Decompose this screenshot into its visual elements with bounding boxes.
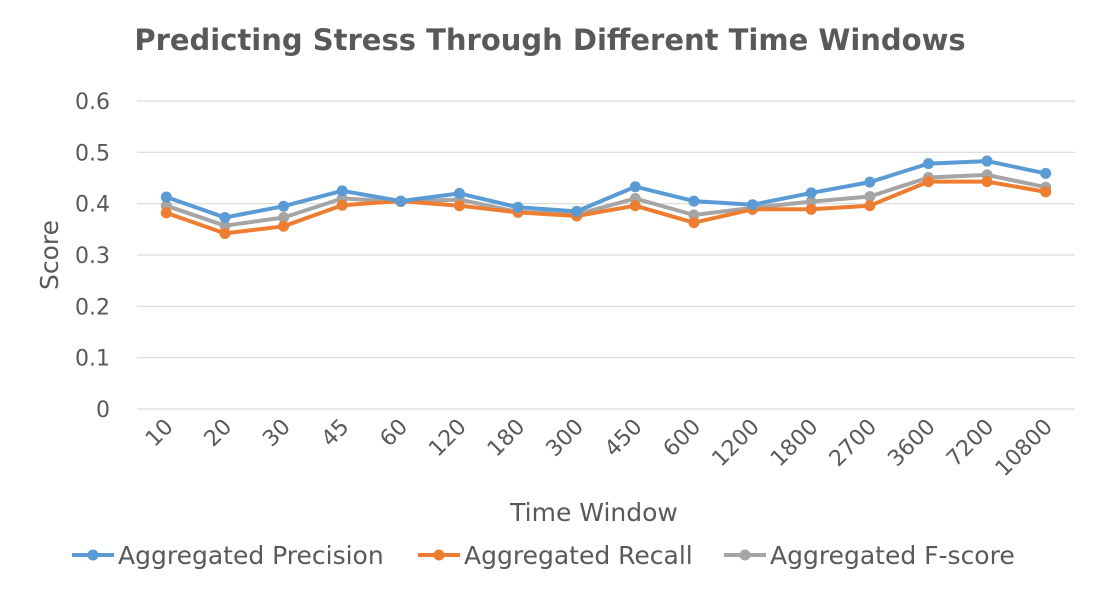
data-point: [219, 227, 231, 239]
data-point: [453, 187, 465, 199]
x-tick-label: 2700: [825, 415, 882, 472]
y-tick-label: 0.1: [75, 347, 110, 372]
data-point: [278, 200, 290, 212]
legend-item: Aggregated Precision: [72, 541, 384, 570]
legend-marker: [433, 549, 445, 561]
legend-item: Aggregated Recall: [418, 541, 693, 570]
legend-marker: [739, 549, 751, 561]
y-tick-label: 0: [96, 398, 110, 423]
y-tick-label: 0.6: [75, 90, 110, 115]
legend-label: Aggregated Precision: [118, 541, 384, 570]
chart-title: Predicting Stress Through Different Time…: [134, 23, 965, 57]
data-point: [1040, 167, 1052, 179]
legend: Aggregated Precision Aggregated Recall Agg…: [72, 541, 1015, 570]
data-point: [395, 195, 407, 207]
x-tick-label: 3600: [883, 415, 940, 472]
data-point: [219, 212, 231, 224]
data-point: [571, 205, 583, 217]
data-point: [629, 181, 641, 193]
x-axis-title: Time Window: [509, 498, 678, 527]
data-point: [688, 209, 700, 221]
x-tick-label: 10: [141, 415, 178, 452]
data-point: [747, 199, 759, 211]
y-tick-label: 0.4: [75, 193, 110, 218]
series-line: [164, 172, 1048, 228]
y-tick-label: 0.2: [75, 295, 110, 320]
x-axis-ticks: 10 20 30 45 60 120 180 300 450 600 1200 1800 2700 360…: [141, 415, 1058, 482]
x-tick-label: 300: [542, 415, 589, 462]
x-tick-label: 45: [317, 415, 354, 452]
series-lines: [160, 155, 1052, 239]
series-line: [164, 159, 1048, 220]
x-tick-label: 600: [659, 415, 706, 462]
data-point: [864, 190, 876, 202]
data-point: [981, 155, 993, 167]
data-point: [688, 217, 700, 229]
legend-label: Aggregated F-score: [770, 541, 1015, 570]
data-point: [864, 200, 876, 212]
data-point: [922, 158, 934, 170]
x-tick-label: 10800: [991, 415, 1058, 482]
data-point: [160, 191, 172, 203]
data-point: [805, 196, 817, 208]
y-tick-label: 0.5: [75, 141, 110, 166]
x-tick-label: 180: [483, 415, 530, 462]
data-point: [981, 176, 993, 188]
data-point: [336, 185, 348, 197]
data-point: [336, 199, 348, 211]
gridlines: [137, 100, 1075, 410]
data-point: [629, 200, 641, 212]
x-tick-label: 1200: [708, 415, 765, 472]
data-point: [805, 203, 817, 215]
data-point: [805, 187, 817, 199]
data-point: [278, 220, 290, 232]
y-tick-label: 0.3: [75, 244, 110, 269]
data-point: [453, 200, 465, 212]
data-point: [278, 212, 290, 224]
series-0: [160, 155, 1052, 224]
data-point: [160, 207, 172, 219]
legend-item: Aggregated F-score: [724, 541, 1015, 570]
y-axis-title: Score: [35, 220, 64, 290]
data-point: [922, 176, 934, 188]
x-tick-label: 20: [200, 415, 237, 452]
y-axis-ticks: 0 0.1 0.2 0.3 0.4 0.5 0.6: [75, 90, 110, 423]
data-point: [1040, 186, 1052, 198]
x-tick-label: 1800: [766, 415, 823, 472]
legend-marker: [87, 549, 99, 561]
x-tick-label: 30: [258, 415, 295, 452]
series-line: [164, 179, 1048, 236]
legend-label: Aggregated Recall: [464, 541, 693, 570]
data-point: [219, 220, 231, 232]
data-point: [512, 201, 524, 213]
x-tick-label: 120: [424, 415, 471, 462]
data-point: [864, 176, 876, 188]
data-point: [688, 195, 700, 207]
x-tick-label: 450: [600, 415, 647, 462]
x-tick-label: 60: [376, 415, 413, 452]
